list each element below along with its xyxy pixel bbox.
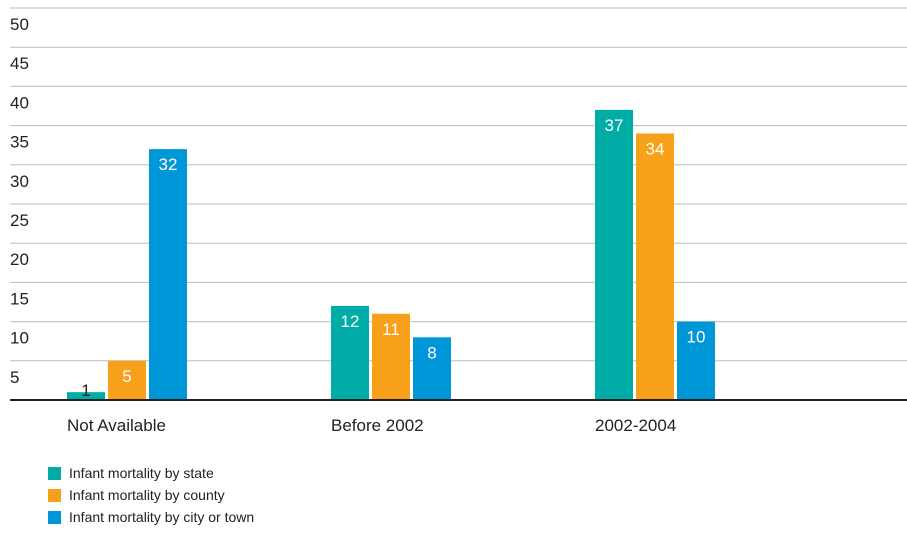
bar-city-2 [677, 321, 715, 400]
legend-swatch-county [48, 488, 61, 502]
y-tick-label: 35 [10, 133, 29, 152]
y-tick-label: 20 [10, 250, 29, 269]
data-label-county-0: 5 [122, 367, 131, 386]
data-label-county-1: 11 [382, 320, 400, 339]
legend-swatch-state [48, 466, 61, 480]
x-axis-categories: Not Available Before 2002 2002-2004 [67, 416, 676, 435]
legend-label-city: Infant mortality by city or town [69, 509, 255, 525]
y-tick-label: 45 [10, 54, 29, 73]
bar-county-1 [372, 313, 410, 400]
data-label-state-1: 12 [341, 312, 360, 331]
bar-county-0 [108, 360, 146, 400]
legend-label-state: Infant mortality by state [69, 465, 214, 481]
bar-city-1 [413, 337, 451, 400]
bar-county-2 [636, 133, 674, 400]
data-label-county-2: 34 [646, 139, 665, 158]
y-axis-ticks: 5 10 15 20 25 30 35 40 45 50 [10, 15, 29, 387]
data-label-city-1: 8 [427, 343, 436, 362]
y-tick-label: 15 [10, 289, 29, 308]
bar-state-1 [331, 305, 369, 400]
legend-label-county: Infant mortality by county [69, 487, 225, 503]
y-tick-label: 30 [10, 172, 29, 191]
bar-state-2 [595, 109, 633, 401]
y-tick-label: 40 [10, 93, 29, 112]
bar-state-0 [67, 392, 105, 400]
legend-item-county: Infant mortality by county [48, 484, 254, 506]
bar-city-0 [149, 149, 187, 400]
category-label: Not Available [67, 416, 166, 435]
legend-item-state: Infant mortality by state [48, 462, 254, 484]
y-tick-label: 25 [10, 211, 29, 230]
legend-swatch-city [48, 510, 61, 524]
category-label: Before 2002 [331, 416, 424, 435]
data-label-state-2: 37 [605, 116, 624, 135]
legend-item-city: Infant mortality by city or town [48, 506, 254, 528]
y-tick-label: 50 [10, 15, 29, 34]
bars [67, 109, 715, 401]
y-tick-label: 5 [10, 368, 19, 387]
data-label-city-2: 10 [687, 328, 706, 347]
category-label: 2002-2004 [595, 416, 676, 435]
gridlines [10, 7, 907, 362]
y-tick-label: 10 [10, 329, 29, 348]
data-label-city-0: 32 [159, 155, 178, 174]
legend: Infant mortality by state Infant mortali… [48, 462, 254, 528]
data-labels: 1 5 32 12 11 8 37 34 10 [81, 116, 705, 400]
data-label-state-0: 1 [81, 381, 90, 400]
